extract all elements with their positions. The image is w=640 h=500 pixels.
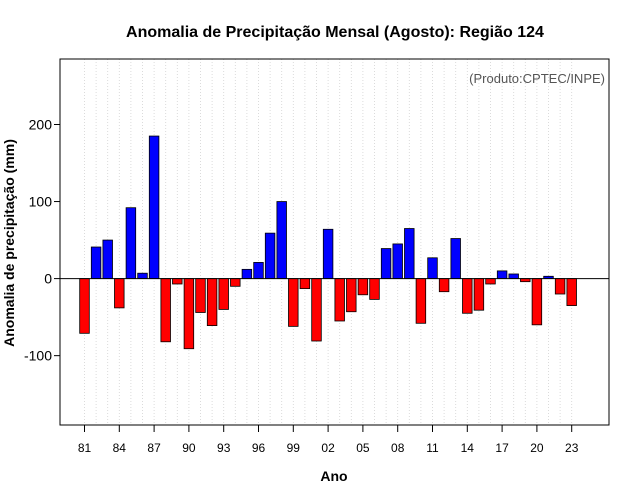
x-tick-label: 05 [356,441,370,455]
bar-11 [427,257,438,279]
bar-15 [473,278,485,311]
bar-85 [125,207,137,280]
x-tick-label: 14 [461,441,475,455]
bar-89 [172,278,183,285]
bar-02 [322,228,334,279]
bar-13 [450,238,461,279]
bar-84 [114,278,125,309]
bar-93 [218,278,229,310]
bar-92 [206,278,218,327]
bar-81 [79,278,90,334]
bar-07 [380,248,392,280]
bar-12 [438,278,450,293]
bar-88 [160,278,171,343]
x-tick-label: 99 [287,441,301,455]
bar-03 [334,278,345,322]
x-tick-label: 08 [391,441,405,455]
bar-09 [404,228,415,280]
x-tick-label: 84 [113,441,127,455]
bar-18 [508,273,519,280]
bar-01 [311,278,322,342]
bar-99 [288,278,299,327]
y-axis-label: Anomalia de precipitação (mm) [1,139,17,347]
x-tick-label: 90 [182,441,196,455]
y-tick-label: -100 [24,348,52,364]
bar-16 [485,278,496,285]
source-annotation: (Produto:CPTEC/INPE) [469,71,605,86]
bar-87 [148,135,160,280]
bar-08 [392,243,403,279]
x-tick-label: 02 [321,441,335,455]
bar-20 [531,278,543,326]
bar-04 [346,278,357,313]
bar-95 [241,268,253,280]
y-axis: -100 0 100 200 [24,116,60,364]
x-tick-label: 23 [565,441,579,455]
bar-05 [357,278,369,296]
x-tick-label: 93 [217,441,231,455]
bar-06 [369,278,380,300]
bar-86 [137,272,148,279]
x-tick-label: 87 [147,441,161,455]
bars [79,135,577,350]
bar-96 [253,262,264,280]
bar-23 [566,278,577,306]
x-tick-label: 96 [252,441,266,455]
bar-94 [230,278,241,287]
x-tick-label: 11 [426,441,439,455]
bar-97 [264,232,276,279]
bar-00 [299,278,311,290]
y-tick-label: 0 [44,271,52,287]
x-tick-label: 17 [495,441,509,455]
y-tick-label: 200 [29,116,53,132]
bar-83 [102,239,113,280]
bar-14 [462,278,473,314]
x-tick-label: 20 [530,441,544,455]
bar-22 [554,278,566,295]
x-tick-label: 81 [78,441,92,455]
plot-frame [59,58,610,426]
bar-90 [183,278,195,350]
x-axis: 81 84 87 90 93 96 99 02 05 08 11 14 17 20 23 [78,425,579,455]
y-tick-label: 100 [29,194,53,210]
bar-10 [415,278,427,324]
bar-17 [496,270,508,280]
chart-title: Anomalia de Precipitação Mensal (Agosto)… [126,24,544,41]
bar-82 [90,246,102,279]
x-axis-label: Ano [320,468,347,484]
bar-91 [195,278,206,313]
bar-98 [276,201,287,280]
